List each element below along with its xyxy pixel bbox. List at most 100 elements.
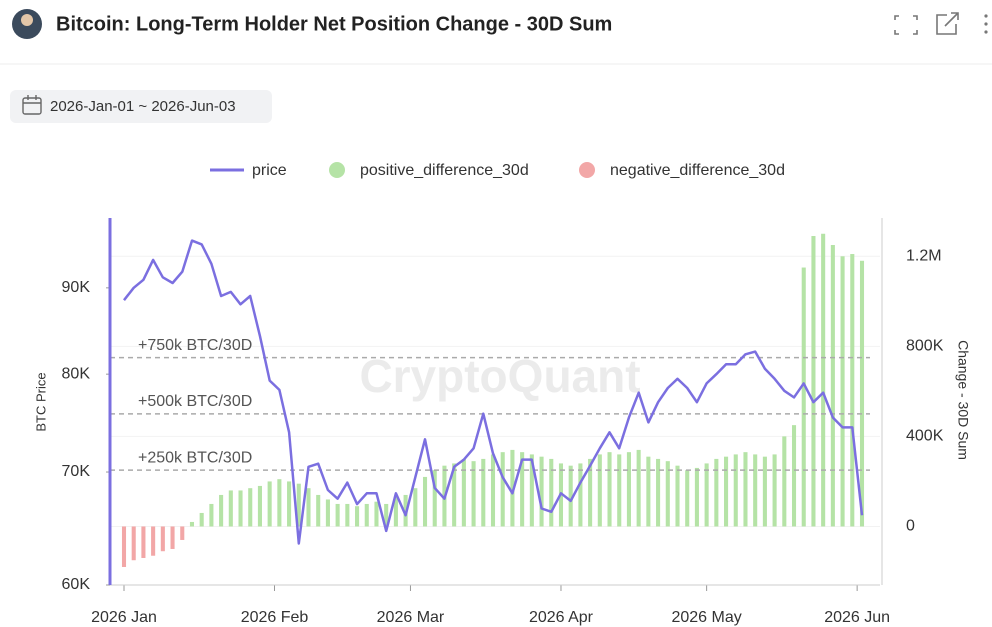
bar: [209, 504, 213, 527]
bar: [549, 459, 553, 527]
bar: [607, 452, 611, 526]
bar: [180, 526, 184, 540]
bar: [287, 481, 291, 526]
bar: [782, 436, 786, 526]
more-icon[interactable]: [984, 14, 987, 33]
bar: [268, 481, 272, 526]
bar: [462, 459, 466, 527]
date-range[interactable]: 2026-Jan-01 ~ 2026-Jun-03: [50, 98, 236, 115]
y2-axis-label: Change - 30D Sum: [955, 340, 971, 460]
bar: [705, 463, 709, 526]
bar: [724, 457, 728, 527]
bar: [336, 504, 340, 527]
bar: [171, 526, 175, 549]
x-tick-label: 2026 Apr: [529, 609, 594, 626]
y2-tick-label: 0: [906, 518, 915, 535]
bar: [656, 459, 660, 527]
bar: [802, 268, 806, 527]
bar: [666, 461, 670, 526]
bar: [734, 454, 738, 526]
annotation: +250k BTC/30D: [138, 449, 252, 466]
bar: [860, 261, 864, 527]
x-tick-label: 2026 Feb: [241, 609, 309, 626]
bar: [646, 457, 650, 527]
bar: [481, 459, 485, 527]
y2-tick-label: 1.2M: [906, 247, 942, 264]
y-tick-label: 80K: [62, 365, 91, 382]
bar: [345, 504, 349, 527]
bar: [219, 495, 223, 527]
bar: [792, 425, 796, 526]
bar: [850, 254, 854, 526]
bar: [306, 488, 310, 526]
bar: [374, 502, 378, 527]
bar: [617, 454, 621, 526]
bar: [472, 461, 476, 526]
bar: [161, 526, 165, 551]
bar: [141, 526, 145, 558]
bar: [190, 522, 194, 527]
legend-swatch: [579, 162, 595, 178]
avatar-face: [21, 14, 33, 26]
bar: [811, 236, 815, 526]
bar: [258, 486, 262, 527]
bar: [695, 468, 699, 527]
fullscreen-icon[interactable]: [895, 16, 917, 34]
bar: [773, 454, 777, 526]
bar: [316, 495, 320, 527]
y-tick-label: 60K: [62, 576, 91, 593]
page-title: Bitcoin: Long-Term Holder Net Position C…: [56, 13, 612, 35]
x-tick-label: 2026 Mar: [377, 609, 445, 626]
bar: [540, 457, 544, 527]
bar: [365, 504, 369, 527]
annotation: +750k BTC/30D: [138, 337, 252, 354]
legend-item[interactable]: price: [210, 162, 287, 179]
bar: [423, 477, 427, 527]
toolbar[interactable]: [895, 13, 958, 34]
legend-label: price: [252, 162, 287, 179]
x-tick-label: 2026 Jan: [91, 609, 157, 626]
y-tick-label: 70K: [62, 463, 91, 480]
legend-label: negative_difference_30d: [610, 162, 785, 179]
bar: [238, 490, 242, 526]
x-tick-label: 2026 Jun: [824, 609, 890, 626]
bar: [326, 499, 330, 526]
legend-label: positive_difference_30d: [360, 162, 529, 179]
bar: [743, 452, 747, 526]
bar: [200, 513, 204, 527]
legend-item[interactable]: negative_difference_30d: [579, 162, 785, 179]
screen: Bitcoin: Long-Term Holder Net Position C…: [0, 0, 992, 627]
page: {"header": {"title": "Bitcoin: Long-Term…: [0, 0, 992, 627]
bar: [685, 470, 689, 526]
bar: [753, 454, 757, 526]
bar: [413, 488, 417, 526]
open-icon[interactable]: [937, 13, 958, 34]
bar: [491, 454, 495, 526]
y2-tick-label: 800K: [906, 338, 944, 355]
bar: [355, 506, 359, 526]
bar: [637, 450, 641, 527]
bar: [627, 452, 631, 526]
bar: [578, 463, 582, 526]
bar: [248, 488, 252, 526]
bar: [763, 457, 767, 527]
bar: [821, 234, 825, 527]
chart: CryptoQuant0400K800K1.2M60K70K80K90K2026…: [33, 162, 971, 626]
bar: [841, 256, 845, 526]
bar: [501, 452, 505, 526]
bar: [229, 490, 233, 526]
legend-item[interactable]: positive_difference_30d: [329, 162, 529, 179]
legend-swatch: [329, 162, 345, 178]
bar: [132, 526, 136, 560]
bar: [122, 526, 126, 567]
bar: [675, 466, 679, 527]
y2-tick-label: 400K: [906, 428, 944, 445]
bar: [598, 454, 602, 526]
bar: [714, 459, 718, 527]
annotation: +500k BTC/30D: [138, 393, 252, 410]
y-axis-label: BTC Price: [33, 372, 48, 431]
bar: [151, 526, 155, 555]
x-tick-label: 2026 May: [671, 609, 741, 626]
bar: [277, 479, 281, 526]
y-tick-label: 90K: [62, 279, 91, 296]
